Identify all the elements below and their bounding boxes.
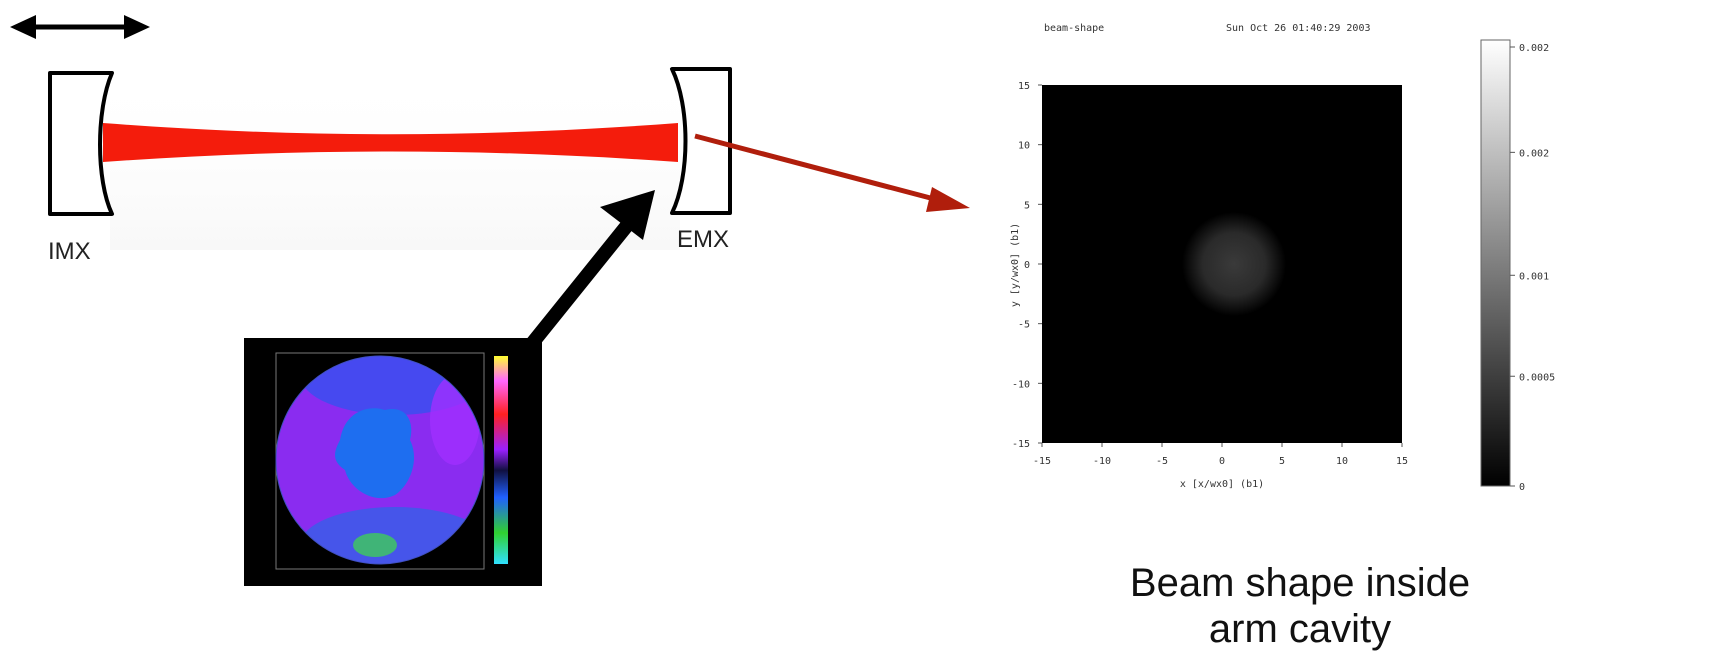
x-tick-label: -10 (1093, 456, 1111, 467)
cavity-background (110, 65, 680, 250)
x-tick-label: -5 (1156, 456, 1168, 467)
red-pointer-arrow-icon (694, 133, 970, 212)
caption: Beam shape inside arm cavity (1120, 560, 1480, 652)
caption-line-2: arm cavity (1208, 607, 1392, 651)
colorbar-tick-label: 0.002 (1519, 43, 1549, 54)
y-tick-label: 15 (1018, 81, 1030, 92)
emx-mirror (670, 67, 732, 215)
y-tick-label: -10 (1012, 379, 1030, 390)
x-tick-label: 5 (1279, 456, 1285, 467)
x-axis-label: x [x/wx0] (b1) (1180, 479, 1264, 490)
y-tick-label: -5 (1018, 320, 1030, 331)
colorbar-tick-label: 0.002 (1519, 148, 1549, 159)
colorbar-tick-label: 0.0005 (1519, 372, 1555, 383)
colorbar-ticks: 0.002 0.002 0.001 0.0005 0 (1510, 43, 1555, 493)
emx-label: EMX (677, 226, 729, 253)
x-axis-ticks: -15 -10 -5 0 5 10 15 (1033, 443, 1408, 467)
x-tick-label: 15 (1396, 456, 1408, 467)
x-tick-label: 10 (1336, 456, 1348, 467)
plot-timestamp: Sun Oct 26 01:40:29 2003 (1226, 23, 1371, 34)
beam-spot (1182, 212, 1286, 316)
y-tick-label: 0 (1024, 260, 1030, 271)
mirror-surface-map-inset (244, 338, 542, 586)
laser-beam (103, 123, 678, 162)
double-headed-arrow-icon (10, 15, 150, 39)
y-tick-label: 5 (1024, 200, 1030, 211)
colorbar-tick-label: 0.001 (1519, 271, 1549, 282)
black-pointer-arrow-icon (523, 190, 655, 353)
x-tick-label: 0 (1219, 456, 1225, 467)
x-tick-label: -15 (1033, 456, 1051, 467)
imx-label: IMX (48, 238, 91, 265)
imx-mirror (48, 71, 114, 216)
y-tick-label: 10 (1018, 141, 1030, 152)
beam-shape-plot: beam-shape Sun Oct 26 01:40:29 2003 -15-… (1010, 23, 1555, 493)
caption-line-1: Beam shape inside (1129, 561, 1471, 605)
y-axis-label: y [y/wx0] (b1) (1010, 223, 1021, 307)
y-axis-ticks: 15 10 5 0 -5 -10 -15 (1012, 81, 1042, 450)
y-tick-label: -15 (1012, 439, 1030, 450)
colorbar-tick-label: 0 (1519, 482, 1525, 493)
plot-title: beam-shape (1044, 23, 1104, 34)
plot-colorbar (1480, 39, 1511, 487)
